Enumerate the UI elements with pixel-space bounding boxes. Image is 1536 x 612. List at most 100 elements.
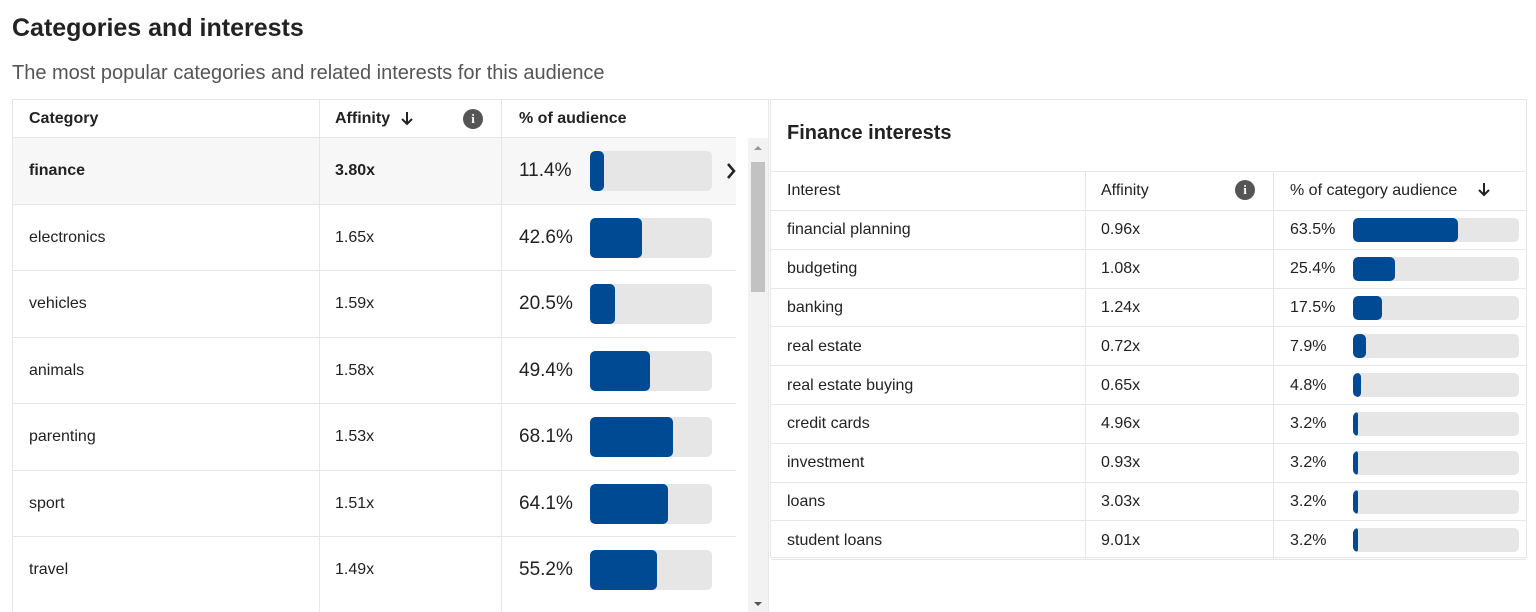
page-title: Categories and interests (12, 14, 304, 42)
affinity: 0.72x (1101, 337, 1141, 355)
bar (1353, 450, 1359, 475)
column-header[interactable]: Affinity (1101, 181, 1149, 199)
bar-track (590, 151, 712, 191)
info-icon[interactable]: i (1235, 180, 1255, 200)
affinity: 3.03x (1101, 492, 1141, 510)
category-name: finance (29, 162, 86, 180)
bar-track (1353, 334, 1519, 359)
scroll-up[interactable] (752, 144, 764, 152)
percent-label: 64.1% (519, 492, 573, 514)
interest-name: budgeting (787, 260, 858, 278)
bar-track (1353, 256, 1519, 281)
column-divider (1273, 171, 1274, 560)
bar (1353, 489, 1359, 514)
divider (771, 171, 1526, 172)
bar-track (1353, 218, 1519, 242)
bar-track (1353, 412, 1519, 436)
column-divider (319, 100, 320, 612)
category-name: travel (29, 561, 69, 579)
scrollbar-thumb[interactable] (751, 162, 765, 292)
column-header[interactable]: Interest (787, 181, 841, 199)
percent-label: 49.4% (519, 359, 573, 381)
table-row: banking 1.24x 17.5% (771, 287, 1526, 327)
affinity: 4.96x (1101, 415, 1141, 433)
affinity: 1.65x (335, 228, 375, 246)
percent-label: 63.5% (1290, 221, 1336, 239)
table-row: student loans 9.01x 3.2% (771, 520, 1526, 559)
affinity: 9.01x (1101, 531, 1141, 549)
bar-track (590, 350, 712, 391)
affinity: 3.80x (335, 162, 376, 180)
percent-label: 11.4% (519, 160, 572, 182)
column-header[interactable]: Affinity (335, 110, 391, 127)
table-row[interactable]: vehicles 1.59x 20.5% (13, 270, 736, 337)
interests-panel: Finance interests Interest Affinity i % … (770, 99, 1527, 561)
interest-name: student loans (787, 531, 883, 549)
bar-track (1353, 373, 1519, 398)
table-row[interactable]: travel 1.49x 55.2% (13, 536, 736, 603)
bar-track (1353, 489, 1519, 514)
table-row[interactable]: electronics 1.65x 42.6% (13, 203, 736, 271)
percent-label: 4.8% (1290, 376, 1327, 394)
interest-name: real estate (787, 337, 862, 355)
percent-label: 42.6% (519, 226, 573, 248)
bar (1353, 334, 1367, 359)
percent-label: 25.4% (1290, 260, 1336, 278)
bar (1353, 528, 1359, 553)
percent-label: 20.5% (519, 293, 573, 315)
info-icon[interactable]: i (463, 109, 483, 129)
column-divider (1085, 171, 1086, 560)
percent-label: 3.2% (1290, 531, 1327, 549)
divider (771, 559, 1526, 561)
column-divider (501, 100, 502, 612)
table-row[interactable]: animals 1.58x 49.4% (13, 336, 736, 404)
column-header[interactable]: Category (29, 110, 99, 127)
interest-name: credit cards (787, 415, 870, 433)
table-row[interactable]: sport 1.51x 64.1% (13, 469, 736, 537)
category-name: parenting (29, 428, 96, 446)
categories-table: Category Affinity i % of audience financ… (12, 99, 769, 612)
chevron[interactable] (725, 162, 737, 180)
interest-name: investment (787, 454, 865, 472)
bar (1353, 256, 1396, 281)
affinity: 1.58x (335, 361, 375, 379)
bar-track (590, 284, 712, 324)
bar-track (1353, 450, 1519, 475)
table-row[interactable]: parenting 1.53x 68.1% (13, 403, 736, 470)
affinity: 1.24x (1101, 298, 1141, 316)
percent-label: 3.2% (1290, 454, 1327, 472)
table-row: loans 3.03x 3.2% (771, 481, 1526, 521)
table-row[interactable]: finance 3.80x 11.4% (13, 137, 736, 204)
category-name: sport (29, 494, 65, 512)
scroll-down[interactable] (752, 600, 764, 608)
table-row: real estate 0.72x 7.9% (771, 326, 1526, 365)
bar (590, 151, 604, 191)
affinity: 0.65x (1101, 376, 1141, 394)
column-header[interactable]: % of audience (519, 110, 627, 127)
bar (590, 350, 651, 391)
affinity: 1.51x (335, 494, 375, 512)
affinity: 1.53x (335, 428, 375, 446)
sort-arrow (401, 112, 413, 126)
bar-track (1353, 295, 1519, 320)
interest-name: loans (787, 492, 826, 510)
bar (1353, 373, 1361, 398)
bar-track (590, 483, 712, 524)
affinity: 0.93x (1101, 454, 1141, 472)
category-name: electronics (29, 228, 106, 246)
page-subtitle: The most popular categories and related … (12, 62, 605, 84)
interest-name: financial planning (787, 221, 911, 239)
bar-track (590, 217, 712, 258)
affinity: 1.59x (335, 295, 375, 313)
table-row: investment 0.93x 3.2% (771, 442, 1526, 482)
percent-label: 17.5% (1290, 298, 1336, 316)
bar (1353, 295, 1383, 320)
bar-track (590, 550, 712, 590)
percent-label: 7.9% (1290, 337, 1327, 355)
interest-name: banking (787, 298, 844, 316)
sort-arrow (1478, 183, 1490, 197)
column-header[interactable]: % of category audience (1290, 181, 1458, 199)
percent-label: 55.2% (519, 559, 573, 581)
bar (590, 217, 642, 258)
